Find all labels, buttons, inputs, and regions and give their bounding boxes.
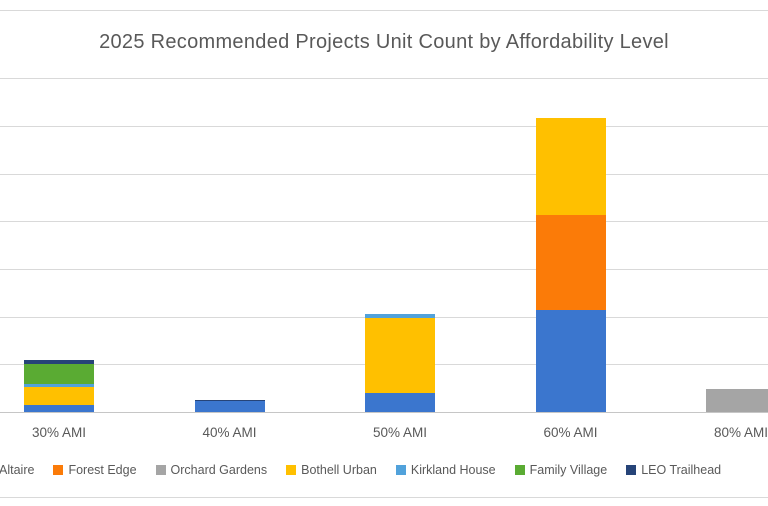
bar-segment-forest-edge-60%-ami[interactable] <box>535 214 606 310</box>
bar-segment-leo-trailhead-40%-ami[interactable] <box>194 399 265 401</box>
legend-label: LEO Trailhead <box>641 463 722 477</box>
legend-swatch-icon <box>514 465 525 475</box>
gridline-200 <box>0 221 768 223</box>
legend-item-forest-edge[interactable]: Forest Edge <box>53 463 137 477</box>
chart-legend: Altaire Forest Edge Orchard Gardens Bothell… <box>0 461 721 479</box>
bottom-border-line <box>0 497 768 498</box>
legend-label: Kirkland House <box>410 463 496 477</box>
category-label-60%-ami: 60% AMI <box>543 425 598 440</box>
bar-segment-orchard-gardens-80%-ami[interactable] <box>706 389 768 412</box>
legend-label: Bothell Urban <box>301 463 377 477</box>
legend-swatch-icon <box>286 465 297 475</box>
chart-title: 2025 Recommended Projects Unit Count by … <box>99 31 669 53</box>
legend-label: Family Village <box>529 463 608 477</box>
bar-segment-altaire-60%-ami[interactable] <box>535 310 606 412</box>
category-label-30%-ami: 30% AMI <box>31 425 87 440</box>
bar-segment-kirkland-house-30%-ami[interactable] <box>24 384 94 388</box>
legend-label: Orchard Gardens <box>170 463 268 477</box>
legend-swatch-icon <box>626 465 637 475</box>
top-border-line <box>0 10 768 11</box>
bar-segment-family-village-30%-ami[interactable] <box>24 364 94 385</box>
category-label-80%-ami: 80% AMI <box>713 425 768 440</box>
legend-swatch-icon <box>395 465 406 475</box>
gridline-300 <box>0 126 768 127</box>
bar-segment-bothell-urban-30%-ami[interactable] <box>24 387 94 406</box>
legend-label: Altaire <box>0 463 35 477</box>
legend-item-kirkland-house[interactable]: Kirkland House <box>395 463 496 477</box>
gridline-150 <box>0 269 768 270</box>
bar-segment-altaire-30%-ami[interactable] <box>24 405 94 412</box>
category-label-40%-ami: 40% AMI <box>202 425 257 440</box>
legend-swatch-icon <box>155 465 166 475</box>
bar-segment-leo-trailhead-30%-ami[interactable] <box>24 359 94 365</box>
legend-item-altaire[interactable]: Altaire <box>0 463 34 477</box>
bar-segment-bothell-urban-60%-ami[interactable] <box>535 118 606 215</box>
legend-swatch-icon <box>53 465 64 475</box>
legend-item-leo-trailhead[interactable]: LEO Trailhead <box>626 463 721 477</box>
legend-item-bothell-urban[interactable]: Bothell Urban <box>286 463 377 477</box>
legend-label: Forest Edge <box>68 463 137 477</box>
x-axis-line <box>0 412 768 413</box>
bar-segment-kirkland-house-50%-ami[interactable] <box>365 313 435 318</box>
bar-segment-bothell-urban-50%-ami[interactable] <box>365 317 435 393</box>
gridline-350 <box>0 78 768 80</box>
bar-segment-altaire-50%-ami[interactable] <box>365 392 435 412</box>
category-label-50%-ami: 50% AMI <box>372 425 428 440</box>
bar-segment-altaire-40%-ami[interactable] <box>194 400 265 412</box>
legend-item-family-village[interactable]: Family Village <box>514 463 608 477</box>
gridline-250 <box>0 173 768 175</box>
legend-item-orchard-gardens[interactable]: Orchard Gardens <box>155 463 268 477</box>
